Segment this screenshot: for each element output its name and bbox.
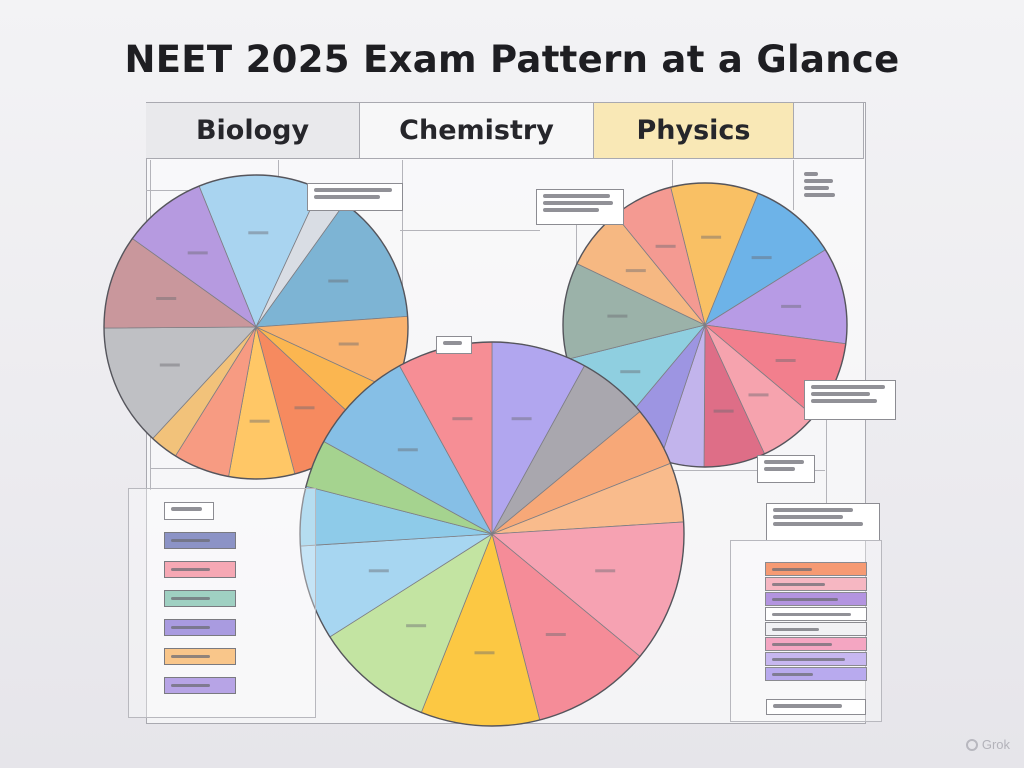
legend-row-label (772, 583, 825, 586)
legend-swatch (164, 648, 236, 665)
grid-line (793, 160, 794, 210)
legend-row (765, 607, 867, 621)
legend-swatch-label (171, 597, 210, 600)
pie-chemistry (299, 341, 685, 727)
slice-label-mark (607, 314, 628, 318)
grid-line (672, 160, 673, 190)
legend-row-label (772, 613, 851, 616)
slice-label-mark (406, 624, 427, 628)
legend-row (765, 577, 867, 591)
slice-label-mark (328, 279, 349, 283)
slice-label-mark (713, 409, 734, 413)
grid-line (826, 420, 827, 510)
header-biology: Biology (146, 103, 360, 159)
annotation-note (757, 455, 815, 483)
slice-label-mark (368, 569, 389, 573)
annotation-note (307, 183, 403, 211)
slice-label-mark (249, 419, 270, 423)
header-chemistry: Chemistry (360, 103, 594, 159)
slice-label-mark (625, 269, 646, 273)
pie-outline (103, 174, 409, 480)
legend-swatch (164, 561, 236, 578)
slice-label-mark (748, 393, 769, 397)
slice-label-mark (294, 406, 315, 410)
annotation-note (536, 189, 624, 225)
slice-label-mark (159, 363, 180, 367)
slice-label-mark (620, 370, 641, 374)
legend-row (765, 637, 867, 651)
legend-row-label (772, 628, 819, 631)
legend-swatch-label (171, 568, 210, 571)
legend-swatch (164, 677, 236, 694)
slice-label-mark (397, 448, 418, 452)
legend-swatch-label (171, 684, 210, 687)
pie-outline (299, 341, 685, 727)
grid-line (400, 230, 540, 231)
legend-row (765, 667, 867, 681)
legend-swatch (164, 619, 236, 636)
legend-swatch (164, 532, 236, 549)
annotation-note (766, 503, 880, 541)
slice-label-mark (338, 342, 359, 346)
slice-label-mark (781, 304, 802, 308)
legend-swatch-label (171, 655, 210, 658)
pie-biology (103, 174, 409, 480)
legend-row (765, 562, 867, 576)
header-extra (794, 103, 864, 159)
pie-outline (562, 182, 848, 468)
legend-swatch (164, 590, 236, 607)
annotation-note (798, 168, 846, 214)
legend-row (765, 622, 867, 636)
legend-row-label (772, 658, 845, 661)
legend-row (765, 592, 867, 606)
slice-label-mark (474, 651, 495, 655)
watermark: Grok (965, 737, 1010, 752)
slice-label-mark (511, 417, 532, 421)
slice-label-mark (655, 244, 676, 248)
slice-label-mark (595, 569, 616, 573)
grid-line (640, 470, 825, 471)
slice-label-mark (545, 633, 566, 636)
slice-label-mark (751, 256, 772, 260)
legend-row-label (772, 673, 813, 676)
legend-row-label (772, 598, 838, 601)
legend-right-footer (766, 699, 866, 715)
legend-row-label (772, 643, 832, 646)
grok-logo-icon (965, 738, 978, 751)
annotation-note (804, 380, 896, 420)
watermark-label: Grok (981, 737, 1010, 752)
slice-label-mark (187, 251, 208, 255)
slice-label-mark (248, 231, 269, 235)
page-title: NEET 2025 Exam Pattern at a Glance (124, 38, 900, 81)
slice-label-mark (701, 235, 722, 239)
slice-label-mark (156, 297, 177, 300)
legend-swatch-label (171, 539, 210, 542)
slice-label-mark (775, 359, 796, 362)
legend-row-label (772, 568, 812, 571)
legend-swatch-label (171, 626, 210, 629)
header-physics: Physics (594, 103, 794, 159)
legend-row (765, 652, 867, 666)
legend-left-title (164, 502, 214, 520)
slice-label-mark (452, 417, 473, 421)
annotation-note (436, 336, 472, 354)
